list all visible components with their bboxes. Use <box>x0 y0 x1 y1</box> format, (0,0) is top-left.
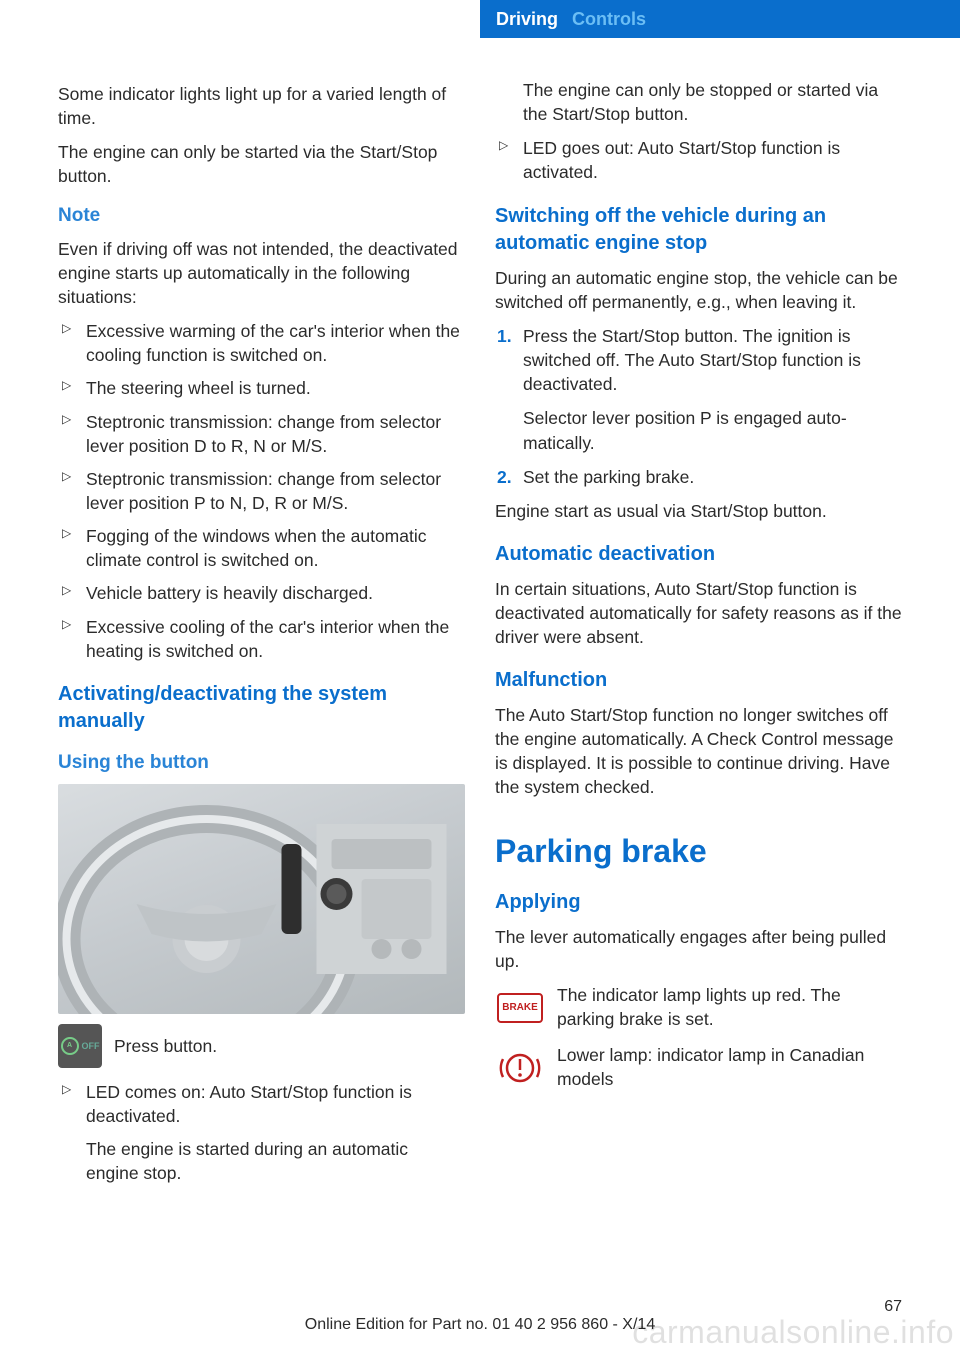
header-chapter: Controls <box>572 7 646 32</box>
press-button-label: Press button. <box>114 1034 217 1058</box>
list-item: Steptronic transmission: change from se­… <box>58 467 465 515</box>
brake-indicator-icon: BRAKE <box>495 983 545 1033</box>
auto-off-button-icon: AOFF <box>58 1024 102 1068</box>
body-text: Even if driving off was not intended, th… <box>58 237 465 309</box>
list-item-sub: The engine is started during an automati… <box>86 1137 465 1185</box>
canadian-brake-icon <box>495 1043 545 1093</box>
bullet-list: Excessive warming of the car's interior … <box>58 319 465 663</box>
list-item: Vehicle battery is heavily discharged. <box>58 581 465 605</box>
button-instruction-row: AOFF Press button. <box>58 1024 465 1068</box>
list-item: The steering wheel is turned. <box>58 376 465 400</box>
left-column: Some indicator lights light up for a var… <box>58 82 465 1195</box>
indicator-row: Lower lamp: indicator lamp in Canadian m… <box>495 1043 902 1093</box>
indicator-text: Lower lamp: indicator lamp in Canadian m… <box>557 1043 902 1093</box>
page-body: Some indicator lights light up for a var… <box>0 0 960 1195</box>
list-item: Excessive cooling of the car's interior … <box>58 615 465 663</box>
body-text: In certain situations, Auto Start/Stop f… <box>495 577 902 649</box>
heading-switch-off: Switching off the vehicle during an auto… <box>495 203 902 258</box>
list-item: 1. Press the Start/Stop button. The igni… <box>495 324 902 455</box>
indicator-text: The indicator lamp lights up red. The pa… <box>557 983 902 1033</box>
indicator-row: BRAKE The indicator lamp lights up red. … <box>495 983 902 1033</box>
body-text: The engine can only be stopped or starte… <box>495 78 902 126</box>
header-tab: Driving Controls <box>480 0 960 38</box>
numbered-list: 1. Press the Start/Stop button. The igni… <box>495 324 902 489</box>
heading-note: Note <box>58 203 465 229</box>
list-item: Steptronic transmission: change from se­… <box>58 410 465 458</box>
body-text: The engine can only be started via the S… <box>58 140 465 188</box>
list-item: 2. Set the parking brake. <box>495 465 902 489</box>
list-item-sub: Selector lever position P is engaged aut… <box>523 406 902 454</box>
body-text: Some indicator lights light up for a var… <box>58 82 465 130</box>
section-parking-brake: Parking brake <box>495 829 902 873</box>
page-number: 67 <box>884 1296 902 1318</box>
heading-auto-deact: Automatic deactivation <box>495 541 902 569</box>
page-footer: 67 Online Edition for Part no. 01 40 2 9… <box>0 1314 960 1336</box>
body-text: The Auto Start/Stop function no longer s… <box>495 703 902 800</box>
header-section: Driving <box>496 7 558 32</box>
body-text: Engine start as usual via Start/Stop but… <box>495 499 902 523</box>
list-item: LED comes on: Auto Start/Stop function i… <box>58 1080 465 1185</box>
footer-line: Online Edition for Part no. 01 40 2 956 … <box>58 1314 902 1336</box>
dashboard-illustration <box>58 784 465 1014</box>
body-text: The lever automatically engages after be… <box>495 925 902 973</box>
steering-wheel-graphic <box>58 784 465 1014</box>
heading-activate: Activating/deactivating the system manua… <box>58 681 465 736</box>
heading-using-button: Using the button <box>58 750 465 776</box>
heading-malfunction: Malfunction <box>495 667 902 695</box>
list-item: LED goes out: Auto Start/Stop function i… <box>495 136 902 184</box>
right-column: The engine can only be stopped or starte… <box>495 82 902 1195</box>
bullet-list: LED comes on: Auto Start/Stop function i… <box>58 1080 465 1185</box>
body-text: During an automatic engine stop, the veh… <box>495 266 902 314</box>
heading-applying: Applying <box>495 889 902 917</box>
list-item: Fogging of the windows when the auto­mat… <box>58 524 465 572</box>
bullet-list: LED goes out: Auto Start/Stop function i… <box>495 136 902 184</box>
list-item: Excessive warming of the car's interior … <box>58 319 465 367</box>
